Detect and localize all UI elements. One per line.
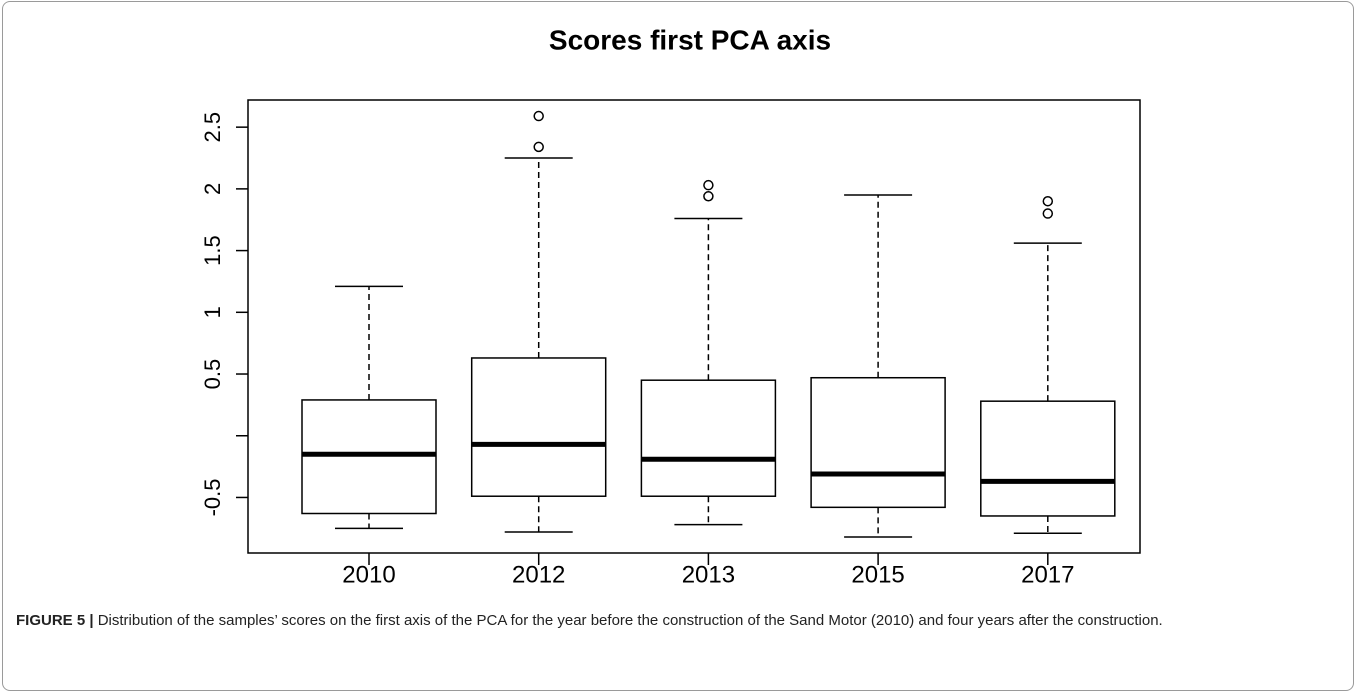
- caption-text: Distribution of the samples’ scores on t…: [97, 612, 1163, 629]
- outlier: [1042, 195, 1054, 207]
- chart-title: Scores first PCA axis: [549, 24, 831, 55]
- outlier: [1042, 208, 1054, 219]
- x-tick-label: 2010: [342, 561, 395, 588]
- outlier: [533, 141, 544, 153]
- y-tick-label: 2.5: [200, 112, 225, 143]
- chart: Scores first PCA axis -0.5 0.5 1 1.5 2 2.5 201…: [200, 24, 1141, 588]
- box: [470, 357, 607, 497]
- x-tick-label: 2013: [682, 561, 735, 588]
- plot-frame: [247, 99, 1141, 554]
- y-tick-label: 0.5: [200, 359, 225, 390]
- box: [810, 376, 946, 509]
- x-tick-label: 2012: [512, 561, 565, 588]
- y-tick-label: 1.5: [200, 235, 225, 266]
- outlier: [703, 179, 714, 191]
- y-tick-label: -0.5: [200, 478, 225, 516]
- box: [980, 400, 1116, 517]
- box: [640, 379, 777, 497]
- caption-label: FIGURE 5 |: [16, 612, 94, 629]
- outlier: [533, 110, 544, 122]
- outlier: [703, 191, 714, 202]
- caption: FIGURE 5 | Distribution of the samples’ …: [16, 609, 1336, 633]
- x-tick-label: 2017: [1021, 561, 1074, 588]
- x-tick-label: 2015: [851, 561, 904, 588]
- y-tick-label: 1: [200, 306, 225, 318]
- y-tick-label: 2: [200, 183, 225, 195]
